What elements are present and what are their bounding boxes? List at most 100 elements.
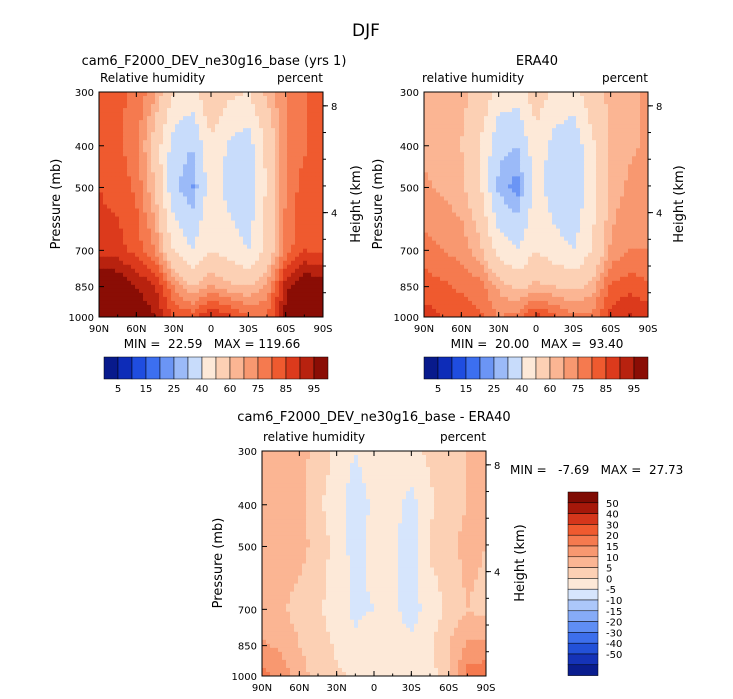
- heatmap-cell: [231, 268, 236, 274]
- heatmap-cell: [548, 112, 553, 117]
- heatmap-cell: [580, 136, 585, 141]
- heatmap-cell: [315, 136, 320, 141]
- heatmap-cell: [147, 164, 152, 169]
- heatmap-cell: [295, 228, 300, 234]
- heatmap-cell: [580, 120, 585, 125]
- heatmap-cell: [183, 196, 188, 202]
- heatmap-cell: [636, 100, 641, 105]
- heatmap-cell: [299, 212, 304, 218]
- heatmap-cell: [207, 192, 212, 198]
- heatmap-cell: [311, 120, 316, 125]
- heatmap-cell: [191, 160, 196, 165]
- heatmap-cell: [107, 168, 112, 173]
- heatmap-cell: [295, 140, 300, 145]
- heatmap-cell: [548, 188, 553, 194]
- heatmap-cell: [291, 232, 296, 238]
- heatmap-cell: [456, 212, 461, 218]
- heatmap-cell: [568, 180, 573, 186]
- heatmap-cell: [464, 180, 469, 186]
- heatmap-cell: [291, 96, 296, 101]
- heatmap-cell: [279, 192, 284, 198]
- heatmap-cell: [580, 92, 585, 97]
- heatmap-cell: [227, 108, 232, 113]
- heatmap-cell: [279, 296, 284, 302]
- heatmap-cell: [576, 152, 581, 157]
- heatmap-cell: [275, 164, 280, 169]
- heatmap-cell: [131, 200, 136, 206]
- heatmap-cell: [103, 256, 108, 262]
- heatmap-cell: [275, 168, 280, 173]
- heatmap-cell: [464, 164, 469, 169]
- heatmap-cell: [119, 148, 124, 153]
- heatmap-cell: [259, 120, 264, 125]
- heatmap-cell: [203, 224, 208, 230]
- heatmap-cell: [299, 124, 304, 129]
- heatmap-cell: [239, 300, 244, 306]
- heatmap-cell: [267, 92, 272, 97]
- heatmap-cell: [99, 284, 104, 290]
- heatmap-cell: [311, 196, 316, 202]
- heatmap-cell: [428, 188, 433, 194]
- heatmap-cell: [171, 228, 176, 234]
- heatmap-cell: [159, 292, 164, 298]
- heatmap-cell: [536, 184, 541, 190]
- heatmap-cell: [239, 172, 244, 177]
- heatmap-cell: [564, 108, 569, 113]
- heatmap-cell: [516, 140, 521, 145]
- heatmap-cell: [99, 204, 104, 210]
- heatmap-cell: [560, 196, 565, 202]
- heatmap-cell: [147, 260, 152, 266]
- heatmap-cell: [472, 108, 477, 113]
- heatmap-cell: [472, 200, 477, 206]
- heatmap-cell: [576, 212, 581, 218]
- heatmap-cell: [440, 208, 445, 214]
- heatmap-cell: [243, 208, 248, 214]
- heatmap-cell: [299, 308, 304, 314]
- heatmap-cell: [464, 212, 469, 218]
- heatmap-cell: [572, 164, 577, 169]
- heatmap-cell: [171, 164, 176, 169]
- heatmap-cell: [644, 160, 648, 165]
- heatmap-cell: [135, 160, 140, 165]
- heatmap-cell: [131, 92, 136, 97]
- heatmap-cell: [548, 192, 553, 198]
- heatmap-cell: [179, 240, 184, 246]
- heatmap-cell: [215, 264, 220, 270]
- heatmap-cell: [239, 140, 244, 145]
- heatmap-cell: [307, 232, 312, 238]
- heatmap-cell: [147, 160, 152, 165]
- heatmap-cell: [424, 196, 429, 202]
- heatmap-cell: [315, 312, 320, 317]
- heatmap-cell: [500, 168, 505, 173]
- heatmap-cell: [616, 188, 621, 194]
- heatmap-cell: [632, 192, 637, 198]
- heatmap-cell: [107, 156, 112, 161]
- heatmap-cell: [255, 232, 260, 238]
- colorbar-swatch: [103, 356, 119, 380]
- heatmap-cell: [319, 224, 323, 230]
- heatmap-cell: [267, 252, 272, 258]
- heatmap-cell: [500, 184, 505, 190]
- heatmap-cell: [496, 188, 501, 194]
- heatmap-cell: [492, 100, 497, 105]
- heatmap-cell: [199, 144, 204, 149]
- heatmap-cell: [291, 212, 296, 218]
- heatmap-cell: [111, 228, 116, 234]
- heatmap-cell: [311, 184, 316, 190]
- heatmap-cell: [107, 204, 112, 210]
- heatmap-cell: [187, 260, 192, 266]
- heatmap-cell: [159, 192, 164, 198]
- heatmap-cell: [243, 244, 248, 250]
- heatmap-cell: [203, 220, 208, 226]
- heatmap-cell: [291, 184, 296, 190]
- heatmap-cell: [279, 124, 284, 129]
- heatmap-cell: [532, 148, 537, 153]
- heatmap-cell: [123, 268, 128, 274]
- heatmap-cell: [291, 228, 296, 234]
- heatmap-cell: [536, 160, 541, 165]
- heatmap-cell: [123, 252, 128, 258]
- heatmap-cell: [576, 144, 581, 149]
- heatmap-cell: [444, 132, 449, 137]
- heatmap-cell: [560, 112, 565, 117]
- heatmap-cell: [604, 188, 609, 194]
